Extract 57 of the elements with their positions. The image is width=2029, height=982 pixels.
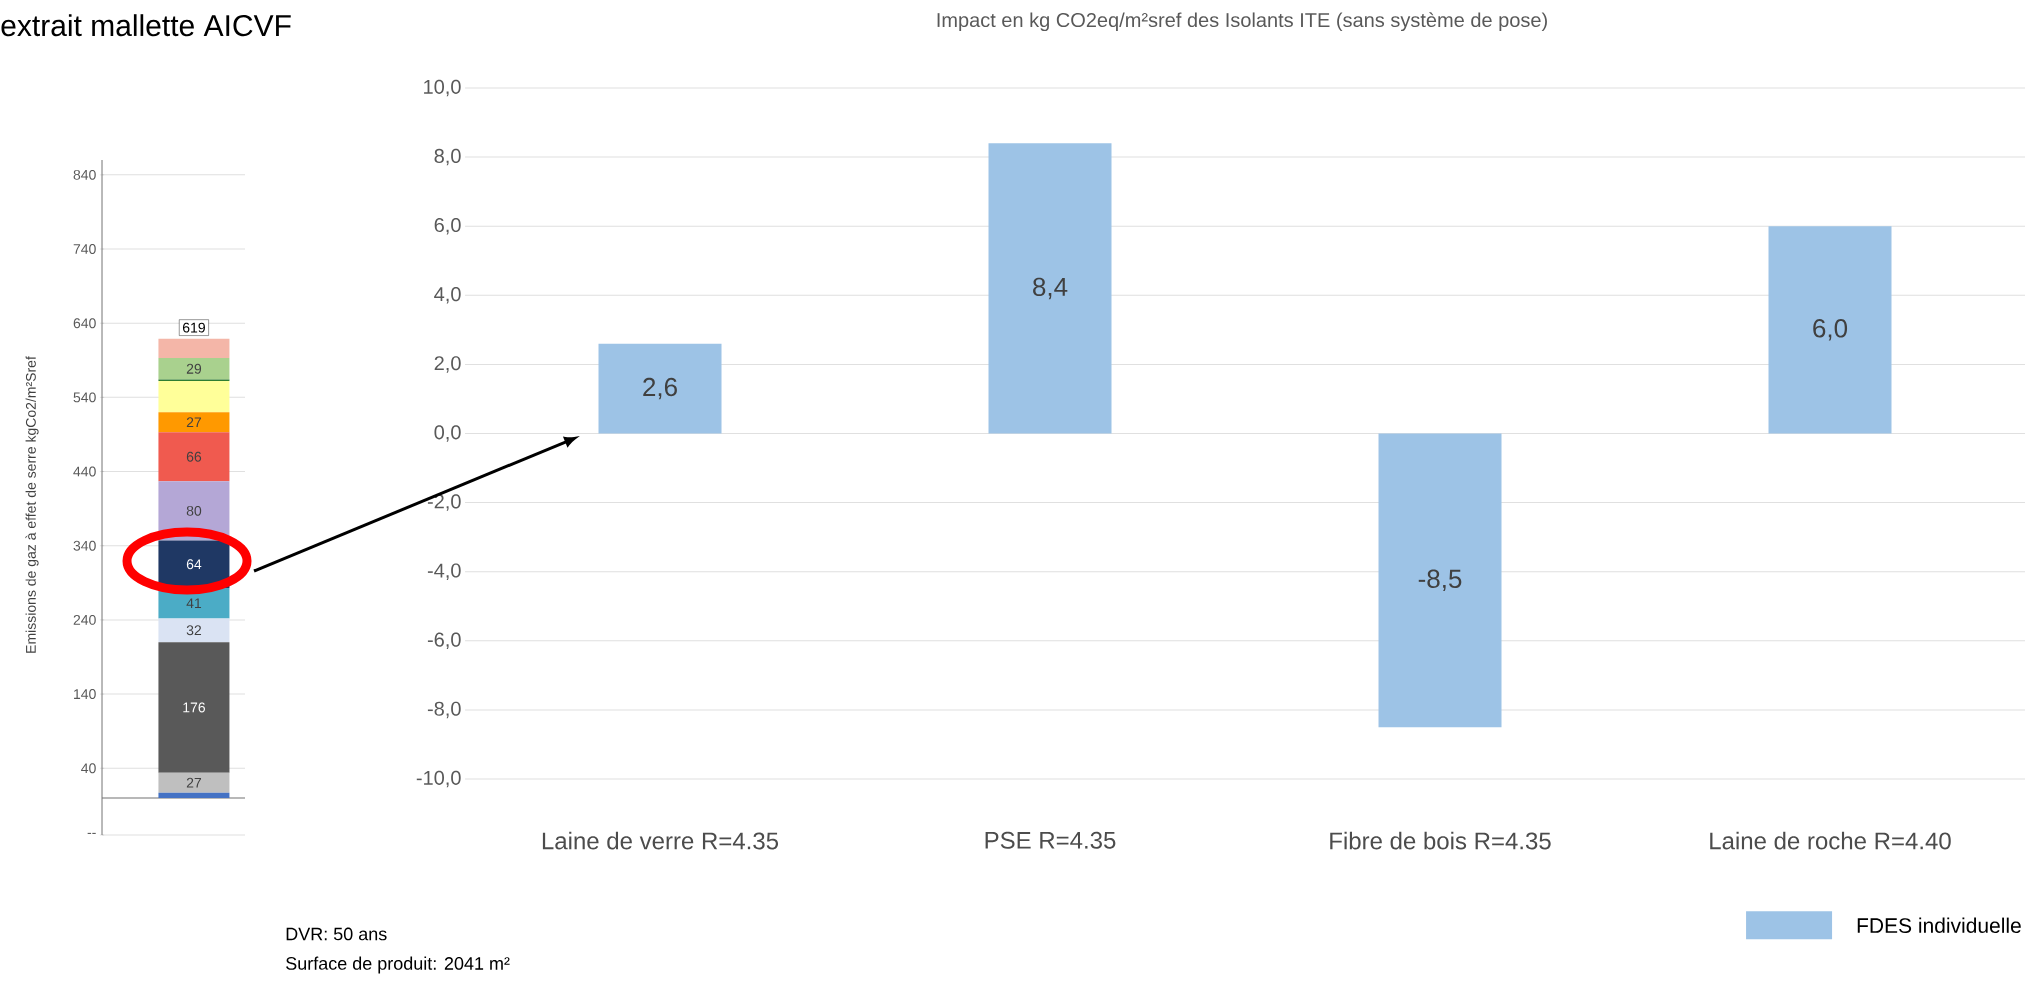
data-label: 66 [186, 451, 202, 462]
data-label: 2,6 [643, 377, 677, 400]
bar [598, 343, 722, 434]
y-tick-label: 0,0 [434, 425, 461, 442]
bar [158, 792, 230, 798]
y-tick-label: 240 [73, 614, 96, 625]
y-tick-label: 10,0 [424, 79, 461, 97]
y-tick-label: 4,0 [434, 287, 461, 304]
y-tick-label: 440 [73, 466, 96, 477]
y-tick-label: -- [87, 832, 96, 834]
y-tick-label: 6,0 [434, 217, 461, 235]
data-label: 41 [186, 598, 202, 609]
bar [158, 618, 230, 643]
x-tick-label: Fibre de bois R=4.35 [1330, 831, 1551, 850]
bar [158, 432, 230, 482]
y-tick-label: -8,0 [427, 701, 461, 719]
y-tick-label: -4,0 [427, 563, 461, 580]
text: DVR: 50 ans [286, 927, 387, 941]
x-tick-label: PSE R=4.35 [985, 831, 1116, 849]
data-label: 176 [183, 702, 205, 713]
data-label: -8,5 [1418, 569, 1462, 592]
data-label: 27 [186, 777, 202, 788]
y-tick-label: -6,0 [427, 632, 461, 650]
bar [158, 338, 230, 359]
legend-label: FDES individuelle [1857, 917, 2021, 934]
y-axis-title: Emissions de gaz à effet de serre kgCo2/m²Sref [25, 356, 39, 653]
bar [988, 143, 1112, 434]
bar [1378, 433, 1502, 728]
text: Surface de produit: 2041 m² [286, 956, 510, 974]
x-tick-label: Laine de roche R=4.40 [1710, 831, 1951, 850]
y-tick-label: 2,0 [434, 356, 461, 373]
data-label: 29 [186, 363, 202, 374]
y-tick-label: 340 [73, 540, 96, 551]
data-label: 6,0 [1813, 319, 1848, 341]
y-tick-label: 140 [74, 689, 96, 700]
data-label: 80 [186, 505, 202, 516]
y-tick-label: 40 [81, 763, 96, 774]
data-label: 8,4 [1033, 277, 1068, 300]
x-tick-label: Laine de verre R=4.35 [542, 831, 779, 850]
y-tick-label: 640 [73, 318, 96, 329]
y-tick-label: 540 [73, 392, 96, 403]
bar [158, 642, 230, 773]
bar [158, 358, 230, 380]
y-tick-label: -10,0 [416, 770, 461, 788]
data-label: 64 [186, 559, 202, 570]
bar [158, 772, 230, 793]
total-label: 619 [182, 322, 205, 333]
chart-title: extrait mallette AICVF [1, 14, 291, 37]
bar [158, 412, 230, 433]
y-tick-label: 740 [73, 244, 96, 254]
y-tick-label: 8,0 [434, 148, 461, 166]
chart-title: Impact en kg CO2eq/m²sref des Isolants ITE (sans système de pose) [937, 12, 1547, 32]
bar [158, 381, 230, 413]
bar [1768, 226, 1892, 434]
data-label: 27 [186, 417, 202, 428]
data-label: 32 [186, 625, 202, 636]
y-tick-label: 840 [73, 169, 96, 180]
